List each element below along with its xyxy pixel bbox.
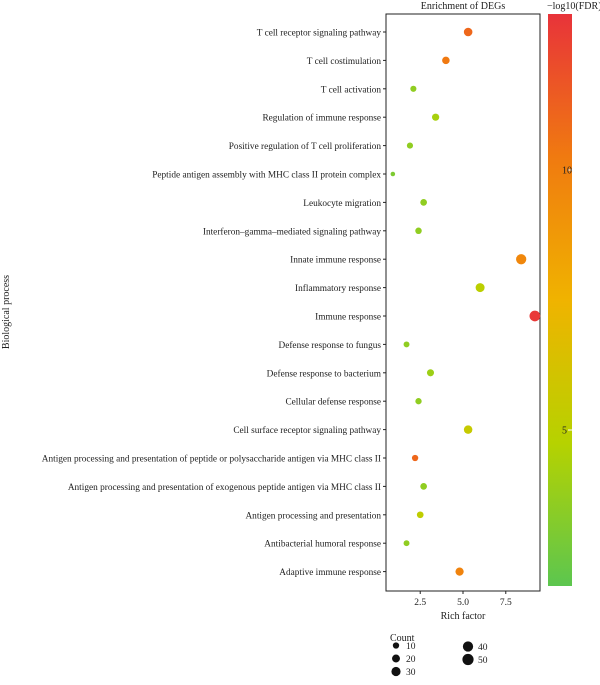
y-axis-tick-label: Antibacterial humoral response: [264, 540, 381, 550]
data-point: [516, 254, 527, 265]
data-point: [410, 85, 417, 92]
y-axis-tick-label: Inflammatory response: [295, 283, 381, 294]
data-point: [411, 454, 419, 462]
data-point: [390, 171, 396, 177]
y-axis-tick-label: T cell receptor signaling pathway: [257, 29, 382, 39]
x-axis-ticks: 2.5 5.0 7.5: [414, 591, 512, 608]
data-point: [420, 483, 427, 490]
data-point: [403, 341, 410, 348]
data-point: [442, 56, 450, 65]
data-points: [390, 27, 541, 576]
y-axis-ticks: [383, 31, 386, 573]
y-axis-tick-label: Cellular defense response: [285, 397, 381, 408]
y-axis-tick-label: Defense response to fungus: [279, 340, 382, 351]
y-axis-tick-label: T cell costimulation: [307, 57, 382, 67]
data-point: [463, 425, 473, 434]
size-legend-dot: [392, 642, 400, 649]
color-scale-tick-label: 10: [562, 166, 572, 177]
plot-frame: [385, 13, 541, 592]
color-scale-title: −log10(FDR): [547, 1, 600, 12]
data-point: [403, 540, 410, 547]
size-legend-label: 50: [478, 656, 488, 666]
y-axis-tick-label: Peptide antigen assembly with MHC class …: [152, 171, 381, 181]
size-legend-dot: [392, 654, 400, 663]
y-axis-tick-label: Regulation of immune response: [262, 113, 381, 124]
y-axis-tick-label: Cell surface receptor signaling pathway: [233, 425, 381, 436]
y-axis-tick-labels: T cell receptor signaling pathway T cell …: [42, 29, 382, 579]
data-point: [432, 113, 440, 121]
size-legend-label: 30: [406, 668, 416, 678]
size-legend-dot: [462, 653, 474, 666]
data-point: [406, 142, 414, 149]
size-legend-label: 10: [406, 642, 416, 652]
color-scale-bar: [548, 14, 572, 586]
x-axis-label: Rich factor: [441, 611, 486, 622]
y-axis-tick-label: Antigen processing and presentation: [245, 511, 381, 521]
color-scale-ticks: 5 10: [562, 166, 572, 437]
size-legend-dot: [391, 666, 401, 677]
y-axis-tick-label: Defense response to bacterium: [267, 368, 382, 379]
x-axis-tick-label: 5.0: [457, 598, 469, 608]
chart-title: Enrichment of DEGs: [421, 1, 506, 12]
data-point: [416, 511, 424, 519]
x-axis-tick-label: 7.5: [500, 598, 512, 608]
y-axis-label: Biological process: [1, 275, 12, 349]
y-axis-tick-label: Antigen processing and presentation of e…: [68, 482, 381, 493]
size-legend-dot: [462, 641, 474, 652]
y-axis-tick-label: Antigen processing and presentation of p…: [42, 454, 381, 465]
y-axis-tick-label: Innate immune response: [290, 256, 381, 266]
y-axis-tick-label: Positive regulation of T cell proliferat…: [229, 141, 382, 152]
y-axis-tick-label: Interferon–gamma–mediated signaling path…: [203, 226, 381, 237]
size-legend-label: 40: [478, 643, 488, 653]
color-scale-tick-label: 5: [562, 426, 567, 437]
data-point: [529, 310, 541, 322]
data-point: [415, 398, 422, 405]
data-point: [463, 27, 473, 37]
x-axis-tick-label: 2.5: [414, 598, 426, 608]
y-axis-tick-label: Leukocyte migration: [303, 199, 381, 209]
size-legend-label: 20: [406, 655, 416, 665]
size-legend: 10 20 30 40 50: [391, 641, 488, 678]
data-point: [415, 227, 422, 235]
data-point: [426, 369, 435, 377]
y-axis-tick-label: Immune response: [315, 313, 381, 323]
data-point: [475, 283, 485, 293]
data-point: [455, 567, 464, 576]
size-legend-title: Count: [390, 633, 415, 644]
y-axis-tick-label: Adaptive immune response: [279, 568, 381, 578]
data-point: [420, 199, 427, 206]
y-axis-tick-label: T cell activation: [321, 85, 382, 95]
